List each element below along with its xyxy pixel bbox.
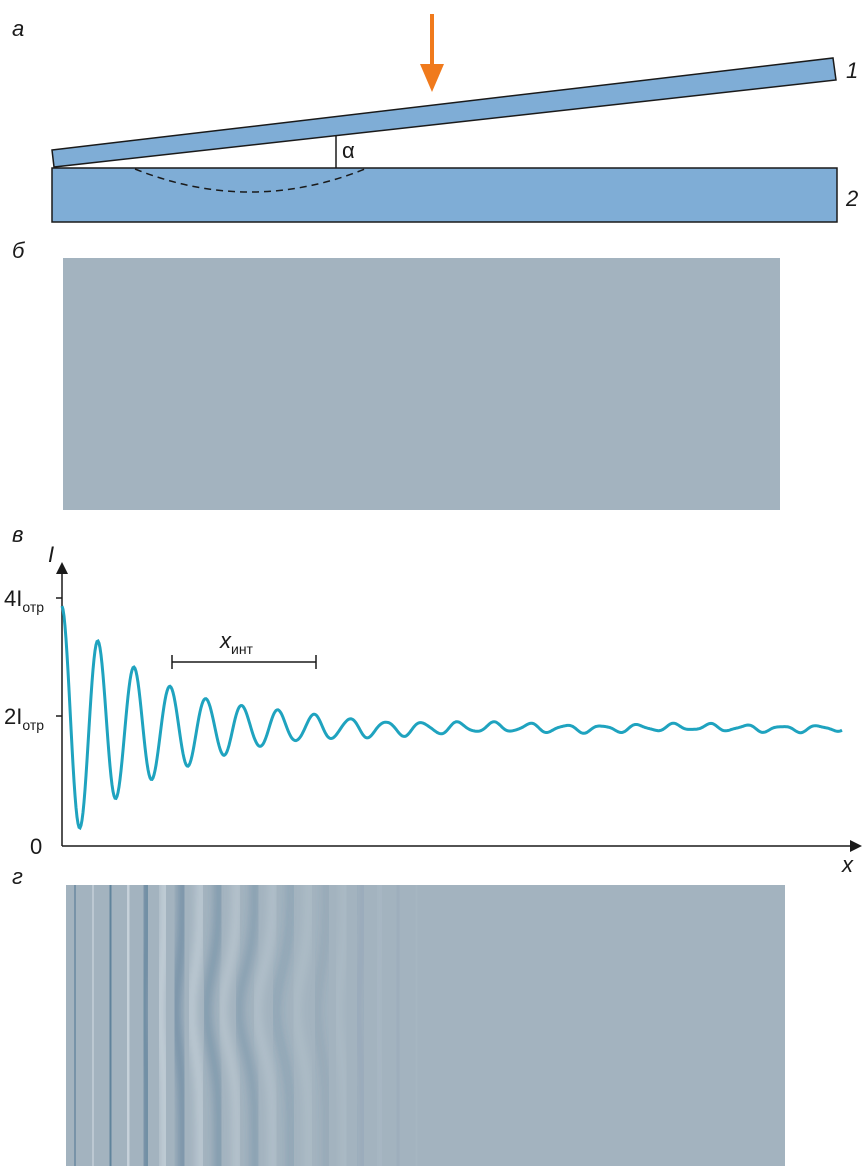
fringe <box>252 885 278 1166</box>
x-arrowhead <box>850 840 862 852</box>
angle-label: α <box>342 138 355 163</box>
fringe <box>122 885 134 1166</box>
tick-sub: отр <box>22 599 44 615</box>
panel-label: б <box>12 238 26 263</box>
light-arrowhead <box>420 64 444 92</box>
y-axis-label: I <box>48 542 54 567</box>
intensity-curve <box>60 605 843 831</box>
bottom-plate <box>51 167 838 223</box>
fringes <box>68 885 422 1166</box>
fringe <box>201 885 224 1166</box>
fringe <box>353 885 368 1166</box>
tick-sub: отр <box>22 717 44 733</box>
x-axis-label: x <box>841 852 854 877</box>
fringe <box>411 885 422 1166</box>
fringe <box>291 885 314 1166</box>
tick-main: 4I <box>4 586 22 611</box>
fringe <box>171 885 188 1166</box>
period-label: xинт <box>219 628 254 657</box>
fringe <box>271 885 296 1166</box>
period-sub: инт <box>231 641 254 657</box>
panel-label: а <box>12 16 24 41</box>
tick-main: 2I <box>4 704 22 729</box>
fringe-field <box>63 258 780 510</box>
fringe <box>186 885 206 1166</box>
period-main: x <box>219 628 232 653</box>
fringe <box>217 885 242 1166</box>
fringe <box>155 885 170 1166</box>
fringe <box>392 885 404 1166</box>
plate-label: 2 <box>845 186 858 211</box>
dashed-arc <box>134 168 366 193</box>
fringe <box>234 885 260 1166</box>
y-arrowhead <box>56 562 68 574</box>
fringe <box>312 885 332 1166</box>
top-plate <box>51 57 837 168</box>
panel-label: г <box>12 864 23 889</box>
panel-label: в <box>12 522 23 547</box>
tick-label: 0 <box>30 834 42 859</box>
fringe <box>105 885 116 1166</box>
fringe <box>373 885 386 1166</box>
tick-label: 4Iотр <box>4 586 44 615</box>
plate-label: 1 <box>846 58 858 83</box>
fringe <box>332 885 350 1166</box>
fringe <box>139 885 152 1166</box>
fringes <box>66 258 419 510</box>
tick-label: 2Iотр <box>4 704 44 733</box>
